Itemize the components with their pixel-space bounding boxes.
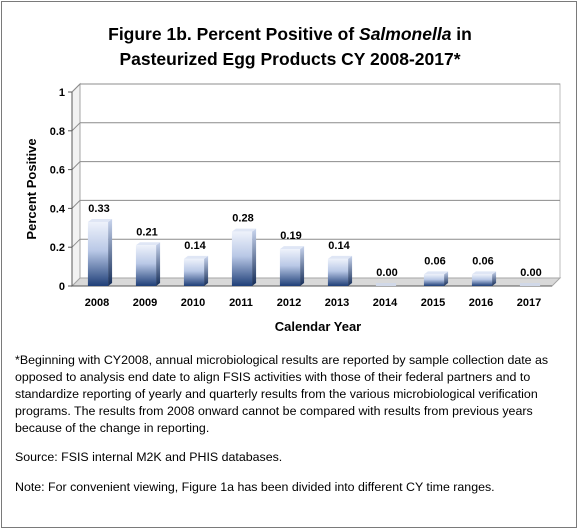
- bar: [135, 242, 161, 286]
- y-tick-label: 0: [59, 281, 65, 293]
- notes: *Beginning with CY2008, annual microbiol…: [15, 352, 570, 496]
- gridline-diag: [71, 200, 81, 209]
- y-tick-label: 0.6: [50, 165, 65, 177]
- bar-front: [375, 283, 397, 286]
- x-tick-label: 2016: [469, 297, 493, 309]
- bar: [519, 283, 541, 286]
- bar-side: [252, 228, 257, 286]
- x-tick-label: 2013: [325, 297, 349, 309]
- bar-side: [300, 246, 305, 286]
- x-tick-label: 2014: [373, 297, 398, 309]
- data-label: 0.21: [136, 226, 157, 238]
- data-labels: 0.33 0.21 0.14 0.28 0.19 0.14 0.00 0.06 0.06 0.00: [88, 203, 541, 279]
- gridline-diag: [71, 122, 81, 132]
- bar-front: [327, 258, 349, 286]
- title-line1-suffix: in: [451, 24, 472, 44]
- x-axis-title: Calendar Year: [275, 319, 361, 334]
- x-tick-label: 2015: [421, 297, 445, 309]
- viewing-note: Note: For convenient viewing, Figure 1a …: [15, 480, 495, 494]
- bar-front: [135, 245, 157, 286]
- data-label: 0.14: [184, 240, 206, 252]
- bar-side: [492, 271, 497, 286]
- data-label: 0.06: [472, 255, 493, 267]
- bar: [183, 255, 209, 286]
- footnote: *Beginning with CY2008, annual microbiol…: [15, 353, 549, 435]
- y-tick-label: 0.4: [50, 203, 66, 215]
- x-tick-label: 2017: [517, 297, 541, 309]
- bar-front: [183, 258, 205, 286]
- data-label: 0.06: [424, 255, 445, 267]
- bar-top: [231, 228, 257, 232]
- bar-front: [423, 274, 445, 286]
- bar-chart: 0.330.210.140.280.190.140.000.06 0.060.00…: [24, 82, 562, 334]
- title-italic-organism: Salmonella: [359, 24, 452, 44]
- bar-top: [135, 242, 161, 246]
- bar-top: [423, 271, 449, 275]
- x-tick-label: 2008: [85, 297, 109, 309]
- bar: [423, 271, 449, 286]
- y-tick-labels: 0 0.2 0.4 0.6 0.8 1: [50, 87, 66, 293]
- bar: [327, 255, 353, 286]
- bar: [471, 271, 497, 286]
- data-label: 0.00: [520, 267, 541, 279]
- x-tick-label: 2010: [181, 297, 205, 309]
- y-tick-label: 0.8: [50, 126, 65, 138]
- data-label: 0.00: [376, 267, 397, 279]
- data-label: 0.28: [232, 213, 253, 225]
- bar-front: [471, 274, 493, 286]
- bar: [231, 228, 257, 286]
- y-axis-title: Percent Positive: [24, 138, 39, 239]
- bar-top: [471, 271, 497, 275]
- gridline-diag: [71, 83, 81, 93]
- bar-front: [231, 231, 253, 286]
- y-tick-label: 1: [59, 87, 65, 99]
- title-line2: Pasteurized Egg Products CY 2008-2017*: [119, 49, 461, 69]
- bar: [375, 283, 397, 286]
- bar-top: [327, 255, 353, 259]
- bar-side: [204, 255, 209, 286]
- data-label: 0.14: [328, 240, 350, 252]
- bar: [279, 246, 305, 286]
- y-tick-label: 0.2: [50, 242, 65, 254]
- bar-front: [279, 249, 301, 286]
- title-line1-prefix: Figure 1b. Percent Positive of: [108, 24, 360, 44]
- chart-title: Figure 1b. Percent Positive of Salmonell…: [0, 22, 580, 72]
- bar-side: [156, 242, 161, 286]
- x-tick-labels: 2008 2009 2010 2011 2012 2013 2014 2015 2016 2017: [85, 297, 541, 309]
- bar-top: [279, 246, 305, 250]
- bars: [87, 218, 541, 286]
- x-tick-label: 2012: [277, 297, 301, 309]
- plot-side-wall: [71, 82, 81, 288]
- data-label: 0.19: [280, 230, 301, 242]
- bar-front: [87, 221, 109, 286]
- bar-top: [183, 255, 209, 259]
- bar-side: [108, 218, 113, 286]
- bar-front: [519, 283, 541, 286]
- x-tick-label: 2011: [229, 297, 253, 309]
- data-label: 0.33: [88, 203, 109, 215]
- bar-side: [444, 271, 449, 286]
- bar-side: [348, 255, 353, 286]
- bar-top: [87, 218, 113, 222]
- gridline-diag: [71, 238, 81, 248]
- x-tick-label: 2009: [133, 297, 157, 309]
- gridline-diag: [71, 161, 81, 170]
- source-note: Source: FSIS internal M2K and PHIS datab…: [15, 450, 283, 464]
- bar: [87, 218, 113, 286]
